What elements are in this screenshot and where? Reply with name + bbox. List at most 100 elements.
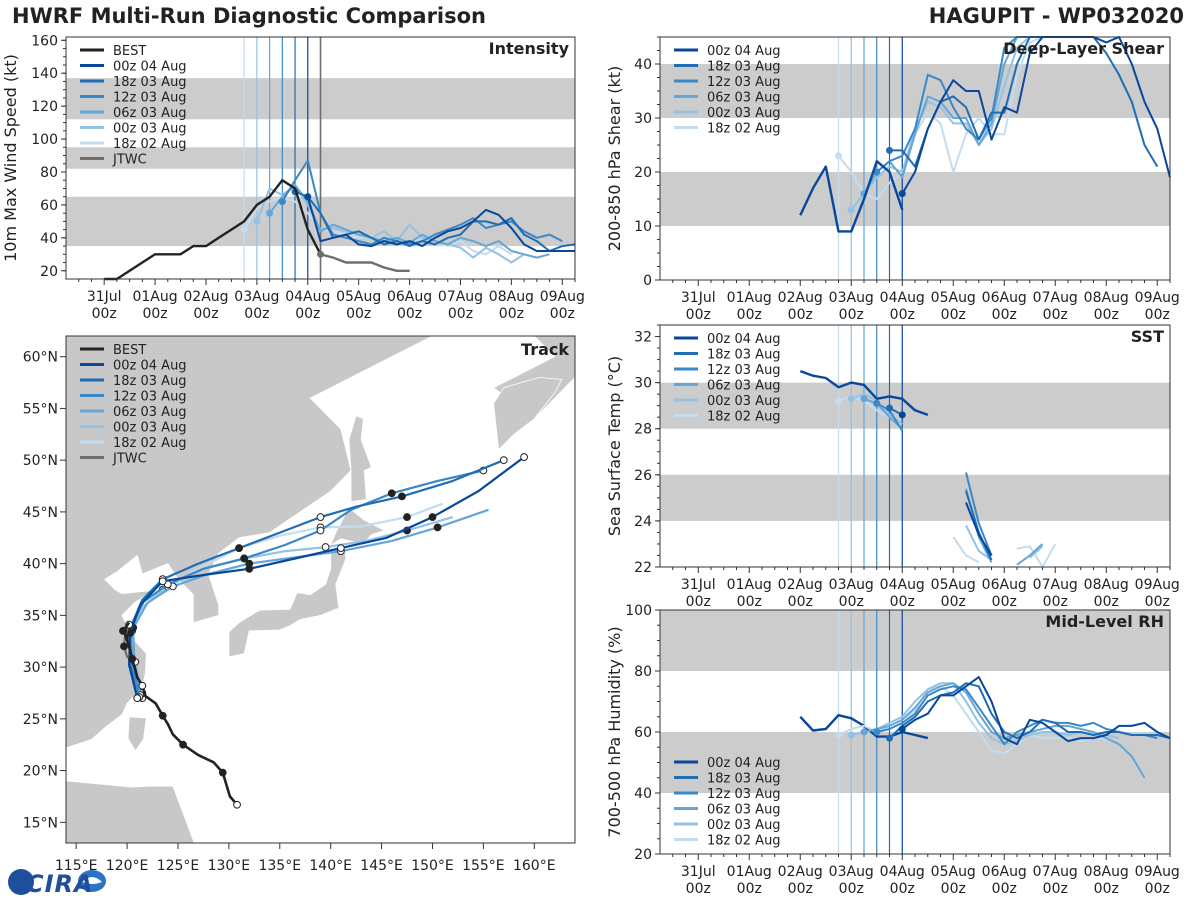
legend-label: 00z 03 Aug [707,818,781,833]
x-tick-label: 00z [737,881,762,897]
cira-logo: CIRA [4,864,108,898]
init-point [898,411,906,419]
series-line-06z-03-aug [268,184,550,259]
series-line-18z-03-aug [888,682,1171,740]
y-tick-label: 120 [31,99,58,115]
x-tick-label: 00z [839,307,864,323]
init-point [886,404,893,412]
track-marker [520,453,528,461]
x-tick-label: 31Jul [681,290,716,306]
x-tick-label: 01Aug [727,864,772,880]
track-marker [398,492,406,501]
intensity-panel: 2040608010012014016031Jul00z01Aug00z02Au… [1,33,585,322]
x-tick-label: 05Aug [931,290,976,306]
series-line-00z-04-aug [965,502,993,557]
init-point [847,731,855,739]
track-marker [138,681,147,690]
track-marker [499,456,508,465]
land-japan-honshu [228,548,347,658]
series-line-best [104,179,322,281]
panel-title: Deep-Layer Shear [1003,39,1164,58]
x-tick-label: 00z [890,594,915,610]
track-marker [245,564,254,573]
x-tick-label: 00z [737,307,762,323]
y-tick-label: 50°N [23,453,58,469]
x-tick-label: 00z [839,594,864,610]
x-tick-label: 00z [992,594,1017,610]
legend-label: BEST [113,343,146,358]
init-point [847,395,855,403]
track-marker [321,543,330,551]
y-tick-label: 55°N [23,401,58,417]
series-line-best [799,160,904,233]
track-marker [179,740,187,749]
band [660,732,1170,793]
y-tick-label: 80 [634,664,652,680]
track-marker [158,577,167,586]
legend-label: 06z 03 Aug [707,91,781,106]
legend-label: 00z 03 Aug [113,421,187,436]
x-tick-label: 135°E [258,858,301,874]
x-tick-label: 00z [1094,881,1119,897]
x-tick-label: 00z [1145,881,1170,897]
series-line-jtwc [320,253,410,272]
y-axis-label: 700-500 hPa Humidity (%) [605,626,624,837]
legend-label: 00z 04 Aug [113,359,187,374]
x-tick-label: 02Aug [778,864,823,880]
init-point [266,209,274,217]
land-taiwan [127,716,147,752]
init-point [860,395,868,403]
x-tick-label: 01Aug [727,290,772,306]
track-marker [233,800,241,809]
legend-label: 18z 02 Aug [707,834,781,849]
x-tick-label: 00z [737,594,762,610]
legend-label: 12z 03 Aug [707,787,781,802]
x-tick-label: 06Aug [982,290,1027,306]
x-tick-label: 00z [448,306,473,322]
x-tick-label: 07Aug [1033,577,1078,593]
y-axis-label: 200-850 hPa Shear (kt) [605,66,624,252]
legend-label: 18z 02 Aug [707,122,781,137]
init-point [898,725,906,733]
init-point [835,397,842,405]
track-marker [336,544,345,553]
series-line-12z-03-aug [876,36,1043,173]
track-marker [158,711,167,720]
x-tick-label: 00z [142,306,167,322]
x-tick-label: 09Aug [1135,577,1180,593]
panel-title: Intensity [489,39,570,58]
track-marker [316,526,325,535]
cira-logo-text: CIRA [26,870,94,898]
x-tick-label: 155°E [462,858,505,874]
land-luzon [66,780,195,843]
init-point [886,146,893,154]
page-title: HWRF Multi-Run Diagnostic Comparison [12,4,487,28]
x-tick-label: 04Aug [880,864,925,880]
init-point [860,728,868,736]
x-tick-label: 00z [1094,594,1119,610]
y-tick-label: 160 [31,33,58,49]
y-tick-label: 20°N [23,764,58,780]
x-tick-label: 04Aug [285,289,330,305]
sst-panel: 22242628303231Jul00z01Aug00z02Aug00z03Au… [605,324,1180,610]
x-tick-label: 07Aug [1033,864,1078,880]
y-tick-label: 40°N [23,557,58,573]
land-sakhalin [348,415,372,503]
init-point [304,193,312,201]
x-tick-label: 00z [499,306,524,322]
track-marker [428,513,437,521]
x-tick-label: 00z [686,881,711,897]
x-tick-label: 00z [686,307,711,323]
x-tick-label: 145°E [360,858,403,874]
legend-label: 06z 03 Aug [113,106,187,121]
x-tick-label: 08Aug [1084,290,1129,306]
rh-panel: 2040608010031Jul00z01Aug00z02Aug00z03Aug… [605,603,1180,897]
track-marker [387,489,396,498]
x-tick-label: 00z [92,306,117,322]
y-tick-label: 140 [31,66,58,82]
band [660,64,1170,118]
x-tick-label: 00z [346,306,371,322]
x-tick-label: 00z [1043,594,1068,610]
x-tick-label: 31Jul [681,864,716,880]
